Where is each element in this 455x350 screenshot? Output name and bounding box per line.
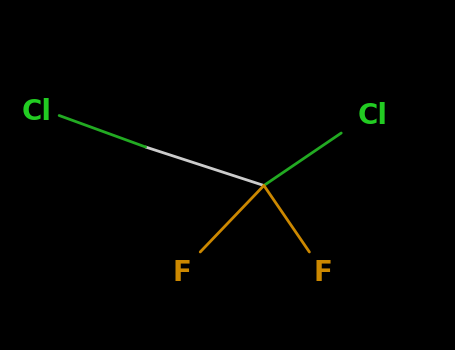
Text: F: F <box>313 259 333 287</box>
Text: F: F <box>172 259 192 287</box>
Text: Cl: Cl <box>358 102 388 130</box>
Text: Cl: Cl <box>21 98 51 126</box>
